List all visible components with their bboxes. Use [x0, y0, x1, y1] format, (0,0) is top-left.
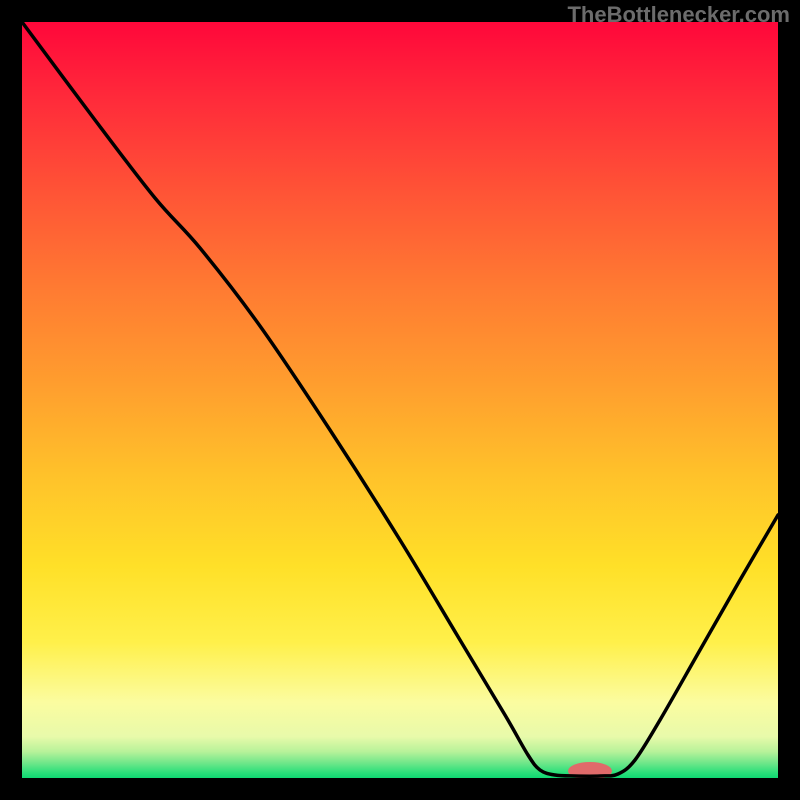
- chart-container: TheBottlenecker.com: [0, 0, 800, 800]
- frame-border-right: [778, 0, 800, 800]
- gradient-plot-area: [22, 22, 778, 778]
- frame-border-bottom: [0, 778, 800, 800]
- frame-border-left: [0, 0, 22, 800]
- chart-svg: [0, 0, 800, 800]
- watermark-text: TheBottlenecker.com: [567, 2, 790, 28]
